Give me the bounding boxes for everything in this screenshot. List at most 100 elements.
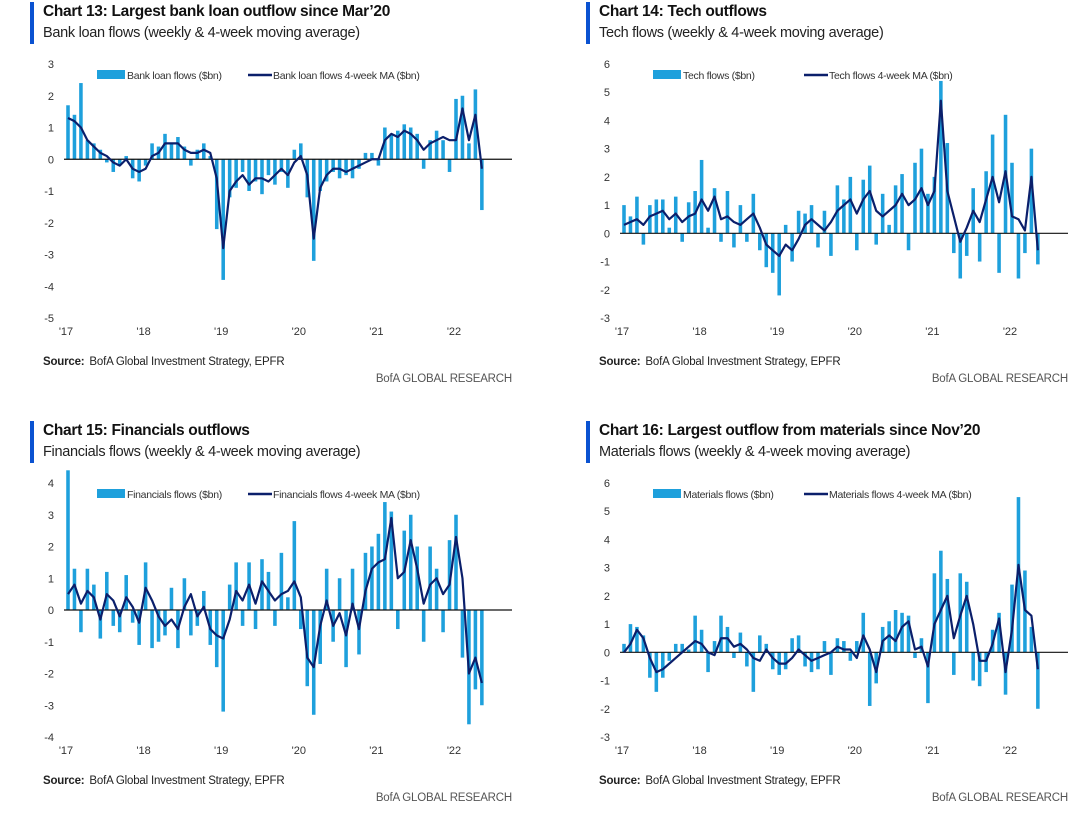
accent-bar (30, 421, 34, 463)
flow-bar (279, 552, 284, 610)
y-tick-label: -4 (44, 732, 54, 744)
flow-bar (376, 159, 381, 166)
flow-bar (874, 233, 878, 245)
flow-bar (712, 641, 717, 653)
flow-bar (770, 652, 775, 670)
flow-bar (480, 159, 484, 211)
flow-bar (635, 626, 639, 653)
flow-bar (454, 514, 458, 610)
x-tick-label: '17 (59, 745, 73, 757)
flow-bar (648, 652, 652, 678)
flow-bar (441, 140, 445, 160)
flow-bar (260, 159, 264, 195)
source-text: BofA Global Investment Strategy, EPFR (645, 775, 841, 787)
flow-bar (447, 540, 452, 610)
flow-bar (234, 562, 238, 610)
flow-bar (829, 233, 833, 256)
y-tick-label: -3 (44, 700, 54, 712)
flow-bar (809, 652, 814, 673)
chart-title: Chart 15: Financials outflows (43, 422, 250, 439)
flow-bar (673, 643, 678, 653)
flow-bar (738, 632, 743, 653)
chart-16-plot: 6 5 4 3 2 1 0 -1 -2 -3 '17 '18 '19 '20 '21 '22 Materials… (600, 478, 1068, 757)
flow-bar (855, 641, 859, 653)
flow-bar (467, 143, 471, 160)
flow-bar (783, 224, 788, 234)
flow-bar (1023, 233, 1027, 254)
flow-bar (92, 143, 96, 160)
flow-bar (803, 652, 807, 667)
flow-bar (790, 638, 794, 653)
legend-line-label: Materials flows 4-week MA ($bn) (829, 489, 971, 501)
y-tick-label: -2 (600, 704, 610, 716)
flow-bar (286, 597, 290, 610)
y-tick-label: 3 (604, 563, 610, 575)
y-tick-label: -3 (600, 732, 610, 744)
y-tick-label: 1 (604, 200, 610, 212)
flow-bar (208, 156, 213, 160)
x-tick-label: '19 (770, 326, 784, 338)
flow-bar (751, 652, 756, 692)
x-tick-label: '21 (369, 745, 383, 757)
flow-bar (887, 224, 891, 234)
flow-bar (939, 550, 943, 653)
flow-bar (641, 635, 646, 653)
flow-bar (764, 233, 769, 268)
flow-bar (906, 233, 911, 251)
flow-bar (169, 143, 174, 160)
flow-bar (842, 199, 846, 234)
flow-bar (816, 652, 820, 670)
source-label: Source: (599, 775, 641, 787)
flow-bar (105, 571, 109, 610)
flow-bar (1029, 626, 1034, 653)
flow-bar (460, 95, 465, 160)
flow-bar (253, 159, 258, 182)
flow-bar (221, 610, 225, 712)
brand-label: BofA GLOBAL RESEARCH (931, 792, 1068, 804)
legend-bar-swatch (653, 489, 681, 498)
x-tick-label: '18 (136, 326, 150, 338)
flow-bar (777, 233, 781, 296)
y-tick-label: 4 (48, 478, 54, 490)
y-tick-label: 1 (48, 573, 54, 585)
x-tick-label: '18 (136, 745, 150, 757)
flow-bar (460, 610, 465, 658)
flow-bar (195, 610, 200, 626)
source-text: BofA Global Investment Strategy, EPFR (89, 356, 285, 368)
flow-bar (848, 176, 853, 234)
x-tick-label: '20 (848, 745, 862, 757)
flow-bar (130, 610, 135, 623)
ma-line (67, 107, 483, 250)
flow-bar (189, 159, 193, 166)
flow-bar (745, 233, 749, 242)
flow-bar (706, 652, 710, 673)
x-tick-label: '20 (292, 326, 306, 338)
flow-bar (98, 149, 103, 160)
flow-bar (415, 546, 419, 610)
chart-subtitle: Tech flows (weekly & 4-week moving avera… (599, 25, 884, 41)
y-tick-label: 2 (604, 591, 610, 603)
flow-bar (124, 156, 128, 160)
flow-bar (105, 159, 109, 163)
flow-bar (389, 511, 394, 610)
y-tick-label: 6 (604, 478, 610, 490)
flow-bar (997, 612, 1001, 653)
flow-bar (745, 652, 749, 667)
flow-bar (428, 546, 432, 610)
flow-bar (143, 562, 148, 610)
flow-bar (292, 149, 297, 160)
accent-bar (586, 2, 590, 44)
flow-bar (227, 584, 232, 610)
flow-bar (415, 133, 419, 160)
y-tick-label: 5 (604, 506, 610, 518)
flow-bar (997, 233, 1001, 273)
flow-bar (266, 159, 271, 176)
flow-bar (641, 233, 646, 245)
legend-bar-swatch (97, 489, 125, 498)
flow-bar (441, 610, 445, 633)
flow-bar (473, 610, 478, 690)
chart-15-plot: 4 3 2 1 0 -1 -2 -3 -4 '17 '18 '19 '20 '21 '22 Financial… (44, 470, 512, 757)
flow-bar (299, 610, 303, 630)
flow-bar (408, 514, 413, 610)
flow-bar (661, 652, 665, 678)
